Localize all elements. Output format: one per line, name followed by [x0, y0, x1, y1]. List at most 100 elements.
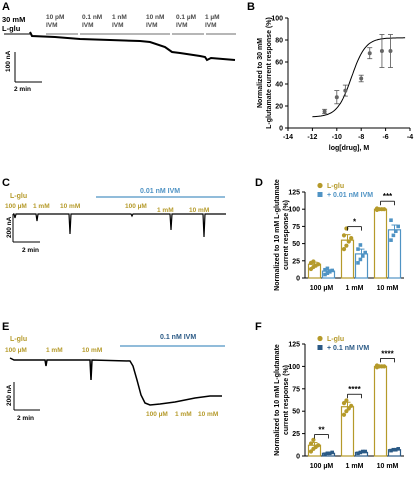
ivm-condition-label: 0.1 µM	[176, 14, 196, 21]
panel-e-current-trace	[9, 357, 222, 406]
data-point	[323, 272, 327, 277]
data-point	[356, 261, 360, 265]
panel-d: D 0 25 50 75 100 125 Normalized to 10 mM L-glu…	[255, 177, 404, 292]
e-ivm-conc-1: 100 µM	[146, 411, 168, 418]
panel-e: E L-glu 100 µM 1 mM 10 mM 0.1 nM IVM 100…	[2, 321, 225, 422]
y-tick-label: 125	[288, 342, 300, 349]
x-tick-label: 10 mM	[377, 285, 399, 292]
b-y-tick-label: 80	[275, 38, 283, 45]
b-fit-curve	[312, 37, 406, 118]
data-point	[358, 257, 363, 262]
panel-label-a: A	[2, 1, 10, 13]
panel-c-current-trace	[13, 213, 226, 238]
b-y-axis-label: L-glutamate current response (%)	[266, 17, 273, 129]
panel-label-c: C	[2, 177, 10, 189]
e-ivm-conc-2: 1 mM	[175, 411, 192, 418]
scale-x-label: 2 min	[14, 86, 31, 93]
data-point	[325, 271, 330, 275]
y-tick-label: 75	[292, 224, 300, 231]
data-point	[382, 364, 387, 369]
c-lglu-label: L-glu	[10, 193, 27, 200]
y-tick-label: 50	[292, 241, 300, 248]
significance-label: **	[318, 426, 325, 435]
e-lglu-label: L-glu	[10, 336, 27, 343]
data-point	[330, 450, 334, 455]
ivm-condition-label: IVM	[46, 22, 58, 29]
e-scale-x-label: 2 min	[17, 415, 34, 422]
b-data-point	[367, 51, 372, 56]
data-point	[389, 448, 393, 453]
b-data-point	[334, 95, 339, 100]
data-point	[330, 268, 334, 273]
x-tick-label: 1 mM	[346, 463, 364, 470]
data-point	[341, 401, 347, 406]
y-tick-label: 25	[292, 258, 300, 265]
e-scale-y-label: 200 nA	[6, 384, 13, 406]
y-tick-label: 0	[296, 276, 300, 283]
legend-label: + 0.1 nM IVM	[327, 345, 369, 352]
ivm-condition-label: IVM	[82, 22, 94, 29]
panel-label-f: F	[255, 321, 262, 333]
e-conc-2: 1 mM	[46, 347, 63, 354]
bar	[373, 365, 388, 457]
data-point	[391, 233, 396, 238]
c-conc-3: 10 mM	[60, 203, 80, 210]
b-y-tick-label: 0	[279, 126, 283, 133]
data-point	[396, 447, 400, 451]
b-data-point	[388, 49, 393, 53]
ivm-condition-label: 0.1 nM	[82, 14, 102, 21]
ivm-condition-label: 1 nM	[112, 14, 127, 21]
significance-label: ****	[348, 385, 361, 394]
data-point	[328, 451, 332, 456]
b-y-tick-label: 20	[275, 104, 283, 111]
data-point	[349, 235, 354, 241]
data-point	[396, 224, 400, 229]
b-data-point	[359, 76, 364, 81]
y-axis-label: Normalized to 10 mM L-glutamate	[274, 179, 281, 291]
e-ivm-label: 0.1 nM IVM	[160, 334, 196, 341]
ivm-condition-label: 10 pM	[46, 14, 64, 21]
data-point	[382, 207, 387, 212]
legend-label: + 0.01 nM IVM	[327, 192, 373, 199]
y-tick-label: 25	[292, 431, 300, 438]
data-point	[341, 247, 347, 252]
lglu-label-line2: L-glu	[2, 24, 21, 33]
data-point	[361, 254, 365, 258]
data-point	[325, 266, 330, 271]
data-point	[325, 451, 330, 456]
b-x-tick-label: -12	[307, 134, 317, 141]
panel-b: B 0 20 40 60 80 100 -14 -12 -10 -8 -6 -4 log[drug], …	[247, 1, 413, 152]
data-point	[358, 243, 363, 247]
data-point	[316, 443, 321, 448]
scale-y-label: 100 nA	[5, 50, 12, 72]
c-conc-2: 1 mM	[33, 203, 50, 210]
c-ivm-label: 0.01 nM IVM	[140, 188, 180, 195]
data-point	[344, 398, 349, 403]
y-tick-label: 125	[288, 190, 300, 197]
data-point	[346, 406, 351, 411]
data-point	[349, 403, 354, 408]
y-tick-label: 75	[292, 386, 300, 393]
data-point	[363, 250, 367, 255]
x-tick-label: 10 mM	[377, 463, 399, 470]
b-x-tick-label: -4	[407, 134, 413, 141]
data-point	[308, 449, 314, 454]
data-point	[391, 447, 396, 452]
data-point	[389, 218, 393, 223]
b-x-tick-label: -6	[382, 134, 388, 141]
data-point	[323, 267, 327, 272]
significance-label: ****	[381, 349, 394, 358]
ivm-condition-label: IVM	[176, 22, 188, 29]
panel-label-e: E	[2, 321, 9, 333]
c-ivm-conc-2: 1 mM	[157, 207, 174, 214]
data-point	[356, 451, 360, 456]
ivm-condition-label: IVM	[112, 22, 124, 29]
data-point	[341, 233, 347, 238]
bar-chart-d: 0 25 50 75 100 125 Normalized to 10 mM L-gluta…	[274, 179, 404, 292]
data-point	[311, 259, 316, 264]
legend-marker	[317, 192, 323, 197]
ivm-condition-label: 10 nM	[146, 14, 164, 21]
e-conc-3: 10 mM	[82, 347, 102, 354]
b-x-tick-label: -14	[283, 134, 293, 141]
